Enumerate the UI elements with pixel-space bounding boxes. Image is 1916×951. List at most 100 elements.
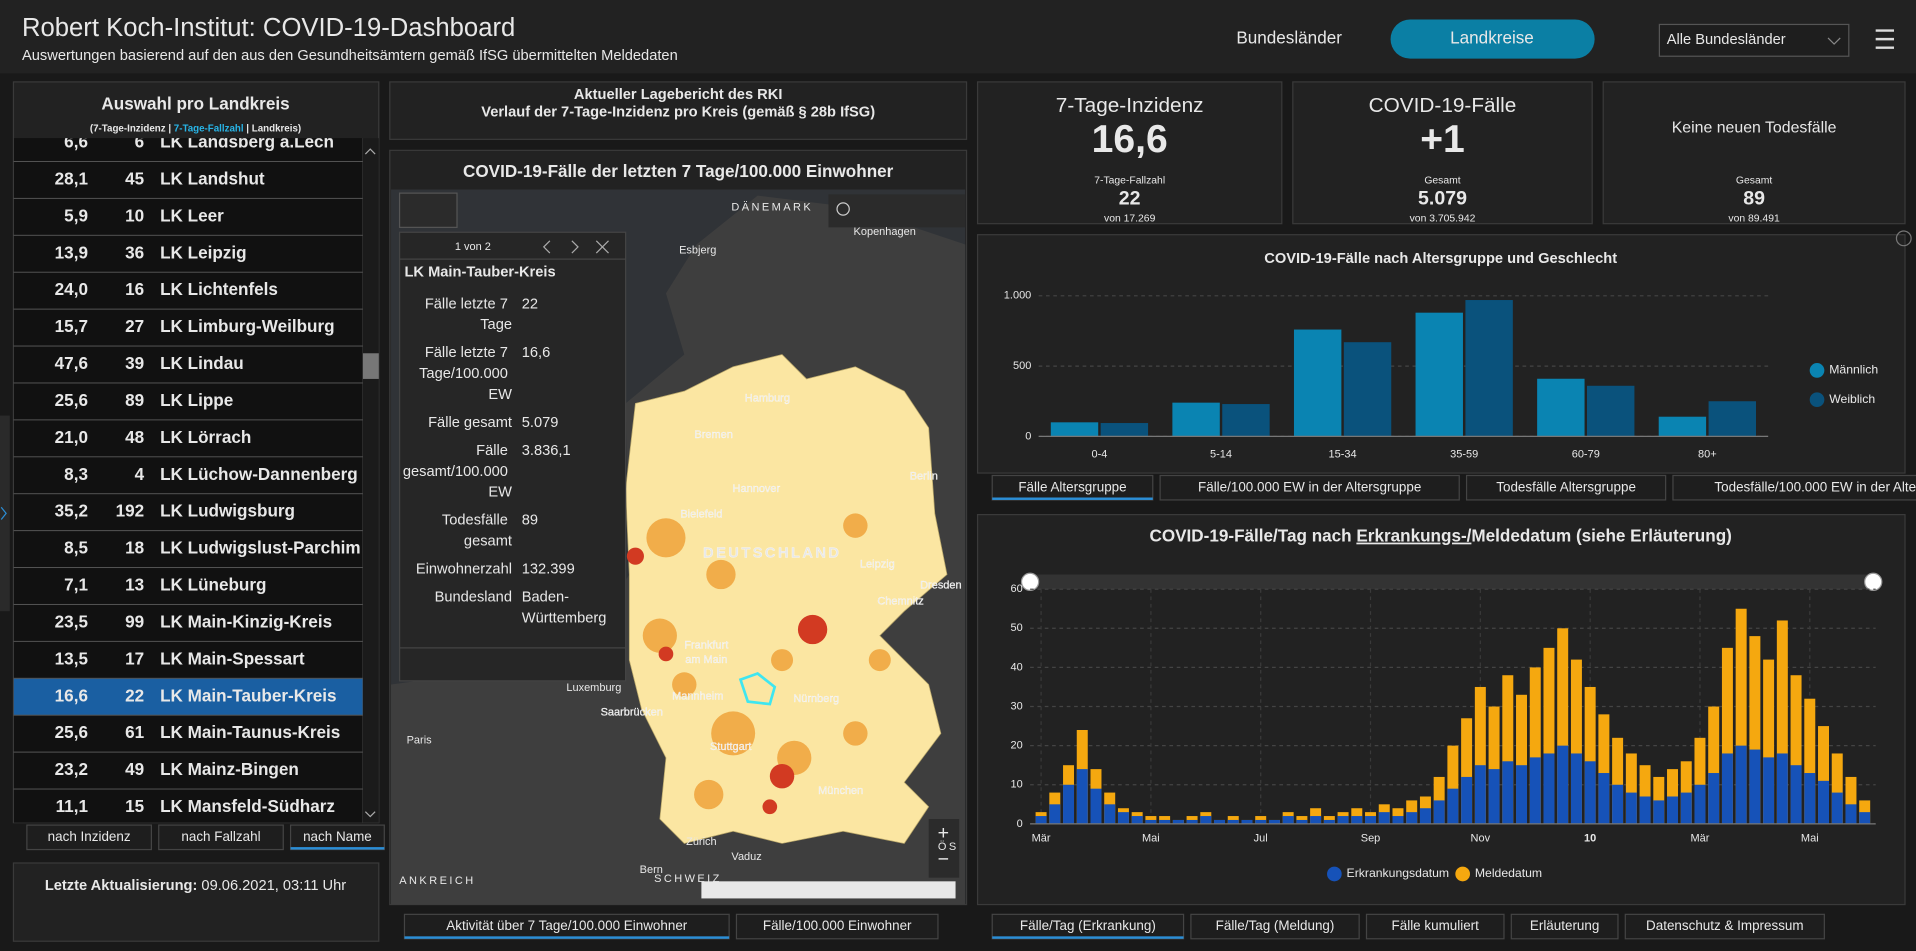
row-incidence[interactable]: 28,1	[55, 169, 89, 188]
row-cases[interactable]: 39	[125, 354, 144, 373]
row-name[interactable]: LK Lüneburg	[160, 576, 266, 595]
list-row[interactable]	[13, 456, 364, 494]
legend-label[interactable]: Meldedatum	[1475, 866, 1542, 880]
row-incidence[interactable]: 6,6	[64, 133, 88, 152]
row-name[interactable]: LK Main-Kinzig-Kreis	[160, 612, 332, 631]
tab-label[interactable]: Fälle/100.000 EW in der Altersgruppe	[1198, 479, 1421, 494]
report-line[interactable]: Aktueller Lagebericht des RKI	[574, 87, 782, 103]
row-incidence[interactable]: 35,2	[55, 502, 88, 521]
row-incidence[interactable]: 15,7	[55, 317, 88, 336]
list-row[interactable]	[13, 788, 364, 826]
search-icon[interactable]	[836, 202, 850, 216]
menu-icon[interactable]	[1875, 29, 1895, 49]
dropdown[interactable]	[1658, 23, 1850, 57]
row-incidence[interactable]: 7,1	[64, 576, 88, 595]
row-name[interactable]: LK Main-Spessart	[160, 649, 305, 668]
row-cases[interactable]: 99	[125, 612, 144, 631]
row-incidence[interactable]: 13,5	[55, 649, 89, 668]
tab[interactable]	[1672, 474, 1916, 501]
row-cases[interactable]: 15	[125, 797, 145, 816]
tab[interactable]	[1510, 913, 1619, 940]
row-cases[interactable]: 49	[125, 760, 144, 779]
tab[interactable]	[403, 913, 730, 940]
report-line[interactable]: Verlauf der 7-Tage-Inzidenz pro Kreis (g…	[481, 104, 875, 120]
zoom-control[interactable]	[928, 818, 960, 878]
row-name[interactable]: LK Lindau	[160, 354, 244, 373]
row-name[interactable]: LK Lüchow-Dannenberg	[160, 465, 358, 484]
row-name[interactable]: LK Mansfeld-Südharz	[160, 797, 335, 816]
tab[interactable]	[1624, 913, 1825, 940]
nav-item[interactable]: Landkreise	[1450, 29, 1534, 48]
row-incidence[interactable]: 13,9	[55, 243, 88, 262]
row-name[interactable]: LK Limburg-Weilburg	[160, 317, 335, 336]
tab[interactable]	[991, 474, 1154, 501]
map-select-tool[interactable]	[398, 192, 458, 228]
legend-label[interactable]: Weiblich	[1829, 392, 1875, 406]
scrollbar-thumb[interactable]	[362, 353, 379, 379]
row-incidence[interactable]: 8,3	[64, 465, 88, 484]
row-incidence[interactable]: 5,9	[64, 206, 88, 225]
expand-icon[interactable]	[1895, 230, 1912, 247]
tab[interactable]	[1365, 913, 1505, 940]
row-cases[interactable]: 36	[125, 243, 144, 262]
tab[interactable]	[735, 913, 939, 940]
row-cases[interactable]: 13	[125, 576, 144, 595]
row-cases[interactable]: 48	[125, 428, 144, 447]
row-cases[interactable]: 22	[125, 686, 144, 705]
list-row[interactable]	[13, 641, 364, 679]
report-panel[interactable]	[389, 81, 968, 140]
row-name[interactable]: LK Lörrach	[160, 428, 251, 447]
tab-label[interactable]: nach Fallzahl	[181, 829, 260, 844]
row-name[interactable]: LK Ludwigsburg	[160, 502, 295, 521]
list-row[interactable]	[13, 714, 364, 753]
row-incidence[interactable]: 16,6	[55, 686, 88, 705]
tab-label[interactable]: Fälle/100.000 Einwohner	[763, 918, 912, 933]
tab[interactable]	[158, 824, 284, 851]
popup-close[interactable]	[595, 240, 609, 254]
row-cases[interactable]: 89	[125, 391, 144, 410]
row-incidence[interactable]: 21,0	[55, 428, 88, 447]
row-name[interactable]: LK Ludwigslust-Parchim	[160, 539, 361, 558]
tab[interactable]	[991, 913, 1185, 940]
zoom-out[interactable]: −	[938, 849, 949, 871]
popup-pager-arrows[interactable]	[542, 240, 579, 254]
tab[interactable]	[26, 824, 153, 851]
row-name[interactable]: LK Mainz-Bingen	[160, 760, 299, 779]
side-handle[interactable]	[0, 415, 10, 612]
legend-swatch[interactable]	[1327, 866, 1342, 882]
tab-label[interactable]: Datenschutz & Impressum	[1646, 918, 1804, 933]
scroll-down[interactable]	[364, 811, 376, 818]
list-row[interactable]	[13, 493, 364, 531]
row-name[interactable]: LK Leipzig	[160, 243, 246, 262]
row-name[interactable]: LK Lippe	[160, 391, 233, 410]
row-cases[interactable]: 16	[125, 280, 144, 299]
slider-handle[interactable]	[1020, 572, 1040, 592]
list-row[interactable]	[13, 271, 364, 310]
map-toolbar[interactable]	[828, 194, 966, 228]
tab-label[interactable]: Todesfälle/100.000 EW in der Altersgrupp…	[1714, 479, 1916, 494]
row-incidence[interactable]: 11,1	[56, 797, 89, 816]
tab[interactable]	[1465, 474, 1667, 501]
tab-label[interactable]: Fälle kumuliert	[1392, 918, 1480, 933]
row-incidence[interactable]: 23,5	[55, 612, 89, 631]
row-cases[interactable]: 4	[135, 465, 145, 484]
row-name[interactable]: LK Leer	[160, 206, 224, 225]
list-row[interactable]	[13, 604, 364, 642]
legend-label[interactable]: Männlich	[1829, 363, 1878, 377]
tab-label[interactable]: Fälle/Tag (Erkrankung)	[1020, 918, 1156, 933]
row-incidence[interactable]: 25,6	[55, 723, 88, 742]
slider-handle[interactable]	[1864, 572, 1883, 592]
scroll-up[interactable]	[364, 148, 376, 155]
row-cases[interactable]: 61	[125, 723, 145, 742]
row-cases[interactable]: 6	[135, 133, 145, 152]
legend-swatch[interactable]	[1809, 363, 1825, 378]
row-cases[interactable]: 17	[125, 649, 144, 668]
row-incidence[interactable]: 24,0	[55, 280, 88, 299]
tab-label[interactable]: Fälle Altersgruppe	[1018, 479, 1126, 494]
list-row[interactable]	[13, 161, 364, 199]
range-slider[interactable]	[1030, 574, 1874, 590]
row-name[interactable]: LK Landsberg a.Lech	[160, 133, 334, 152]
row-name[interactable]: LK Main-Tauber-Kreis	[160, 686, 336, 705]
tab[interactable]	[1190, 913, 1360, 940]
nav-active-pill[interactable]	[1390, 19, 1595, 59]
